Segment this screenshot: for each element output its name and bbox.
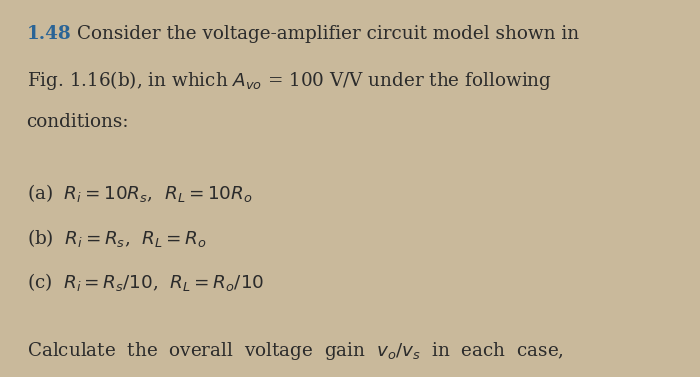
Text: 1.48: 1.48 [27,25,71,43]
Text: Consider the voltage-amplifier circuit model shown in: Consider the voltage-amplifier circuit m… [77,25,579,43]
Text: (c)  $R_i = R_s/10$,  $R_L = R_o/10$: (c) $R_i = R_s/10$, $R_L = R_o/10$ [27,271,264,293]
Text: (a)  $R_i = 10R_s$,  $R_L = 10R_o$: (a) $R_i = 10R_s$, $R_L = 10R_o$ [27,182,252,204]
Text: Fig. 1.16(b), in which $A_{vo}$ = 100 V/V under the following: Fig. 1.16(b), in which $A_{vo}$ = 100 V/… [27,69,552,92]
Text: conditions:: conditions: [27,113,129,132]
Text: Calculate  the  overall  voltage  gain  $v_o/v_s$  in  each  case,: Calculate the overall voltage gain $v_o/… [27,340,564,362]
Text: (b)  $R_i = R_s$,  $R_L = R_o$: (b) $R_i = R_s$, $R_L = R_o$ [27,227,206,249]
